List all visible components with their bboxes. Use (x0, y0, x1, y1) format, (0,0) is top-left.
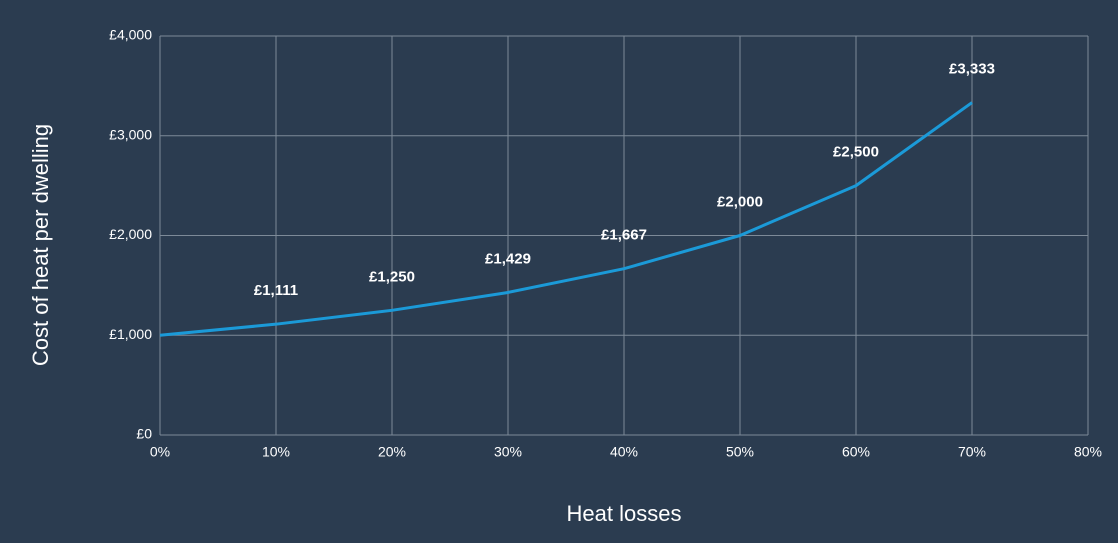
y-tick-label: £3,000 (109, 126, 152, 142)
x-tick-label: 80% (1074, 444, 1102, 460)
x-tick-label: 10% (262, 444, 290, 460)
y-tick-label: £0 (136, 426, 152, 442)
data-label: £3,333 (949, 61, 995, 78)
data-label: £1,250 (369, 268, 415, 285)
data-label: £1,429 (485, 250, 531, 267)
x-tick-label: 30% (494, 444, 522, 460)
x-tick-label: 70% (958, 444, 986, 460)
x-tick-label: 20% (378, 444, 406, 460)
y-axis-title: Cost of heat per dwelling (28, 124, 53, 366)
data-label: £1,111 (254, 282, 298, 299)
data-line (159, 101, 973, 337)
data-label: £2,000 (717, 193, 763, 210)
x-axis-title: Heat losses (567, 501, 682, 526)
y-tick-label: £2,000 (109, 226, 152, 242)
x-tick-label: 60% (842, 444, 870, 460)
x-tick-label: 50% (726, 444, 754, 460)
x-tick-label: 0% (150, 444, 170, 460)
data-label: £2,500 (833, 144, 879, 161)
x-tick-label: 40% (610, 444, 638, 460)
y-tick-label: £4,000 (109, 27, 152, 43)
y-tick-label: £1,000 (109, 326, 152, 342)
data-label: £1,667 (601, 227, 647, 244)
